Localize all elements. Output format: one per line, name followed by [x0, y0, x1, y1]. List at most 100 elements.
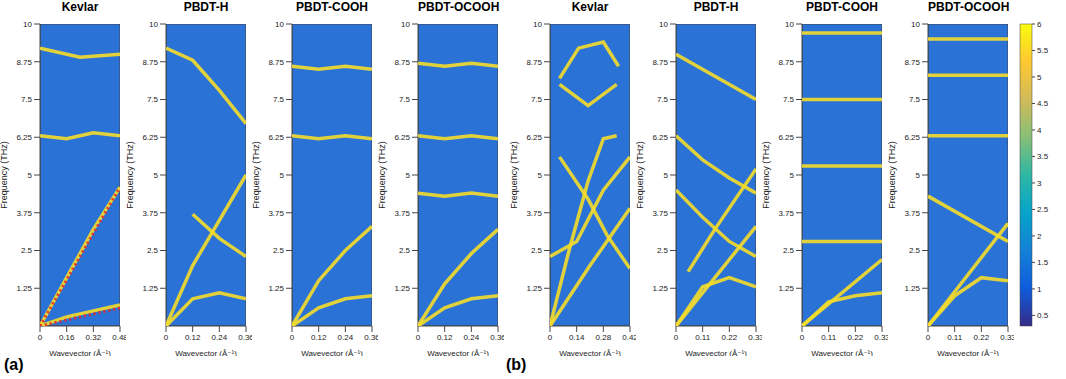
svg-text:6.25: 6.25	[142, 133, 158, 142]
svg-text:0: 0	[290, 333, 295, 342]
svg-text:0.33: 0.33	[1000, 333, 1014, 342]
svg-text:8.75: 8.75	[526, 58, 542, 67]
svg-text:1.25: 1.25	[268, 284, 284, 293]
svg-text:1.25: 1.25	[778, 284, 794, 293]
svg-text:5: 5	[664, 171, 669, 180]
svg-text:Frequency (THz): Frequency (THz)	[510, 141, 519, 209]
svg-text:4.5: 4.5	[1037, 99, 1049, 108]
svg-text:3.75: 3.75	[904, 209, 920, 218]
svg-text:10: 10	[533, 20, 542, 29]
svg-text:0.11: 0.11	[695, 333, 711, 342]
svg-text:0: 0	[674, 333, 679, 342]
svg-text:6.25: 6.25	[778, 133, 794, 142]
svg-text:0.22: 0.22	[848, 333, 864, 342]
svg-text:0.12: 0.12	[185, 333, 201, 342]
svg-text:8.75: 8.75	[778, 58, 794, 67]
svg-text:0.48: 0.48	[112, 333, 126, 342]
svg-text:6: 6	[1037, 20, 1042, 29]
svg-text:2.5: 2.5	[399, 246, 411, 255]
svg-text:0.12: 0.12	[437, 333, 453, 342]
svg-text:0.5: 0.5	[1037, 311, 1049, 320]
svg-text:0.11: 0.11	[947, 333, 963, 342]
svg-text:7.5: 7.5	[909, 95, 921, 104]
svg-text:0.36: 0.36	[364, 333, 378, 342]
svg-text:10: 10	[659, 20, 668, 29]
svg-text:7.5: 7.5	[273, 95, 285, 104]
svg-text:0: 0	[416, 333, 421, 342]
svg-text:0.14: 0.14	[569, 333, 585, 342]
svg-text:2.5: 2.5	[909, 246, 921, 255]
svg-text:2.5: 2.5	[1037, 205, 1049, 214]
svg-text:Wavevector (Å⁻¹): Wavevector (Å⁻¹)	[937, 349, 999, 356]
svg-text:Frequency (THz): Frequency (THz)	[0, 141, 9, 209]
svg-text:3.75: 3.75	[652, 209, 668, 218]
svg-text:3.75: 3.75	[142, 209, 158, 218]
svg-text:2.5: 2.5	[147, 246, 159, 255]
svg-text:5: 5	[916, 171, 921, 180]
svg-text:10: 10	[785, 20, 794, 29]
svg-text:8.75: 8.75	[142, 58, 158, 67]
svg-text:5: 5	[538, 171, 543, 180]
svg-text:8.75: 8.75	[904, 58, 920, 67]
svg-text:0.42: 0.42	[622, 333, 636, 342]
svg-text:0.36: 0.36	[490, 333, 504, 342]
svg-text:0: 0	[926, 333, 931, 342]
svg-text:2.5: 2.5	[21, 246, 33, 255]
svg-text:Wavevector (Å⁻¹): Wavevector (Å⁻¹)	[49, 349, 111, 356]
svg-text:8.75: 8.75	[268, 58, 284, 67]
svg-text:6.25: 6.25	[394, 133, 410, 142]
svg-text:5: 5	[406, 171, 411, 180]
svg-text:2.5: 2.5	[531, 246, 543, 255]
svg-text:1.25: 1.25	[142, 284, 158, 293]
svg-text:Wavevector (Å⁻¹): Wavevector (Å⁻¹)	[175, 349, 237, 356]
svg-text:6.25: 6.25	[652, 133, 668, 142]
svg-text:6.25: 6.25	[904, 133, 920, 142]
svg-text:5: 5	[280, 171, 285, 180]
svg-text:5: 5	[790, 171, 795, 180]
svg-text:10: 10	[23, 20, 32, 29]
svg-text:7.5: 7.5	[399, 95, 411, 104]
svg-text:6.25: 6.25	[526, 133, 542, 142]
svg-text:0.32: 0.32	[86, 333, 102, 342]
svg-text:0.36: 0.36	[238, 333, 252, 342]
svg-text:0.12: 0.12	[311, 333, 327, 342]
svg-text:2.5: 2.5	[273, 246, 285, 255]
svg-text:Wavevector (Å⁻¹): Wavevector (Å⁻¹)	[811, 349, 873, 356]
svg-text:10: 10	[401, 20, 410, 29]
svg-text:1: 1	[1037, 285, 1042, 294]
svg-text:Frequency (THz): Frequency (THz)	[378, 141, 387, 209]
svg-text:0.33: 0.33	[874, 333, 888, 342]
svg-text:Frequency (THz): Frequency (THz)	[888, 141, 897, 209]
svg-text:10: 10	[275, 20, 284, 29]
svg-text:1.5: 1.5	[1037, 258, 1049, 267]
svg-text:Frequency (THz): Frequency (THz)	[762, 141, 771, 209]
svg-text:0: 0	[164, 333, 169, 342]
svg-text:0.24: 0.24	[464, 333, 480, 342]
svg-text:5: 5	[28, 171, 33, 180]
svg-text:3.75: 3.75	[526, 209, 542, 218]
svg-text:Wavevector (Å⁻¹): Wavevector (Å⁻¹)	[559, 349, 621, 356]
svg-text:7.5: 7.5	[783, 95, 795, 104]
svg-text:Wavevector (Å⁻¹): Wavevector (Å⁻¹)	[301, 349, 363, 356]
svg-text:2.5: 2.5	[657, 246, 669, 255]
svg-text:2: 2	[1037, 232, 1042, 241]
svg-text:8.75: 8.75	[394, 58, 410, 67]
svg-text:3: 3	[1037, 179, 1042, 188]
svg-text:6.25: 6.25	[16, 133, 32, 142]
svg-text:1.25: 1.25	[652, 284, 668, 293]
svg-text:0.16: 0.16	[59, 333, 75, 342]
svg-text:6.25: 6.25	[268, 133, 284, 142]
svg-text:Frequency (THz): Frequency (THz)	[126, 141, 135, 209]
svg-text:3.5: 3.5	[1037, 152, 1049, 161]
svg-text:8.75: 8.75	[16, 58, 32, 67]
svg-text:0.33: 0.33	[748, 333, 762, 342]
svg-text:5.5: 5.5	[1037, 46, 1049, 55]
svg-text:1.25: 1.25	[394, 284, 410, 293]
svg-text:0.11: 0.11	[821, 333, 837, 342]
svg-text:0.24: 0.24	[212, 333, 228, 342]
svg-text:1.25: 1.25	[904, 284, 920, 293]
svg-text:7.5: 7.5	[657, 95, 669, 104]
svg-text:0: 0	[548, 333, 553, 342]
svg-text:10: 10	[911, 20, 920, 29]
svg-text:4: 4	[1037, 126, 1042, 135]
